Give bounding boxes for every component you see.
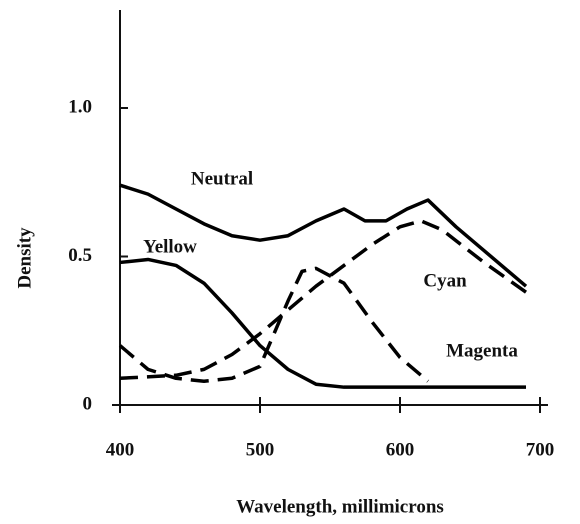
series-label: Magenta bbox=[446, 340, 518, 361]
x-tick-label: 500 bbox=[246, 439, 275, 460]
line-series bbox=[119, 219, 528, 381]
x-tick-label: 700 bbox=[526, 439, 555, 460]
x-tick-label: 400 bbox=[106, 439, 135, 460]
y-tick-label: 0 bbox=[83, 393, 93, 414]
series-label: Yellow bbox=[143, 236, 197, 257]
x-axis-label: Wavelength, millimicrons bbox=[236, 496, 444, 517]
y-tick-label: 0.5 bbox=[68, 245, 92, 266]
line-series bbox=[119, 257, 526, 389]
y-tick-label: 1.0 bbox=[68, 96, 92, 117]
x-tick-label: 600 bbox=[386, 439, 415, 460]
series-label: Cyan bbox=[423, 270, 467, 291]
line-series bbox=[119, 183, 528, 288]
series-label: Neutral bbox=[191, 168, 253, 189]
line-series bbox=[118, 266, 430, 383]
y-axis-label: Density bbox=[14, 227, 35, 289]
